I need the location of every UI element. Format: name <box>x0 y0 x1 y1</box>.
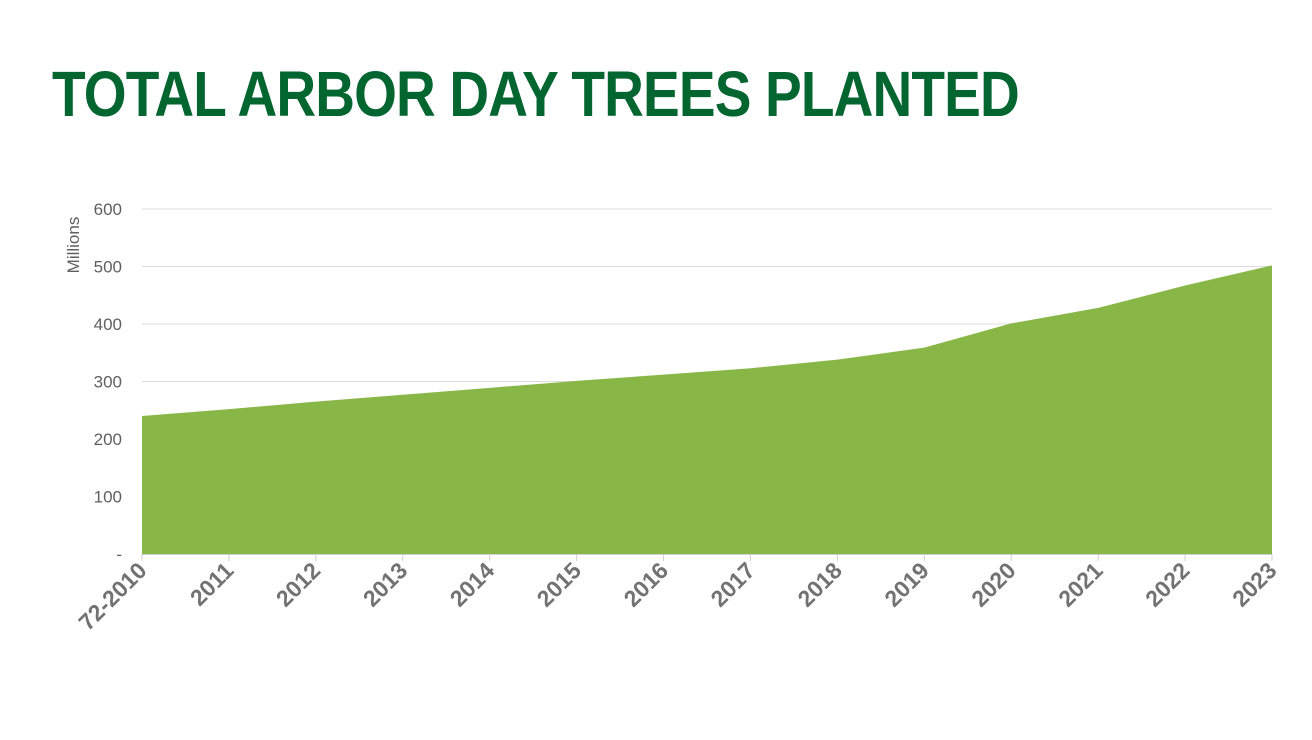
area-series <box>142 265 1272 554</box>
x-axis <box>141 554 1273 561</box>
x-tick-label: 72-2010 <box>73 557 151 635</box>
x-tick-label: 2021 <box>1053 557 1108 612</box>
x-tick-label: 2017 <box>705 557 760 612</box>
x-tick-label: 2019 <box>879 557 934 612</box>
x-tick-label: 2018 <box>792 557 847 612</box>
y-axis-ticks: - 100 200 300 400 500 600 <box>94 200 122 564</box>
x-tick-label: 2012 <box>271 557 326 612</box>
y-tick-label: 500 <box>94 258 122 277</box>
x-axis-ticks: 72-2010 2011 2012 2013 2014 2015 2016 2017 2018 2… <box>73 557 1281 635</box>
x-tick-label: 2020 <box>966 557 1021 612</box>
x-tick-label: 2023 <box>1227 557 1282 612</box>
y-tick-label: - <box>116 545 122 564</box>
x-tick-label: 2016 <box>619 557 674 612</box>
y-tick-label: 200 <box>94 430 122 449</box>
y-tick-label: 600 <box>94 200 122 219</box>
y-tick-label: 100 <box>94 488 122 507</box>
y-axis-label: Millions <box>64 217 83 274</box>
plot-area <box>141 265 1273 554</box>
x-tick-label: 2013 <box>358 557 413 612</box>
x-tick-label: 2011 <box>185 557 239 611</box>
x-tick-label: 2015 <box>532 557 587 612</box>
chart-title: TOTAL ARBOR DAY TREES PLANTED <box>52 58 1020 130</box>
y-tick-label: 300 <box>94 373 122 392</box>
x-tick-label: 2014 <box>445 557 500 612</box>
x-tick-label: 2022 <box>1140 557 1195 612</box>
y-tick-label: 400 <box>94 315 122 334</box>
